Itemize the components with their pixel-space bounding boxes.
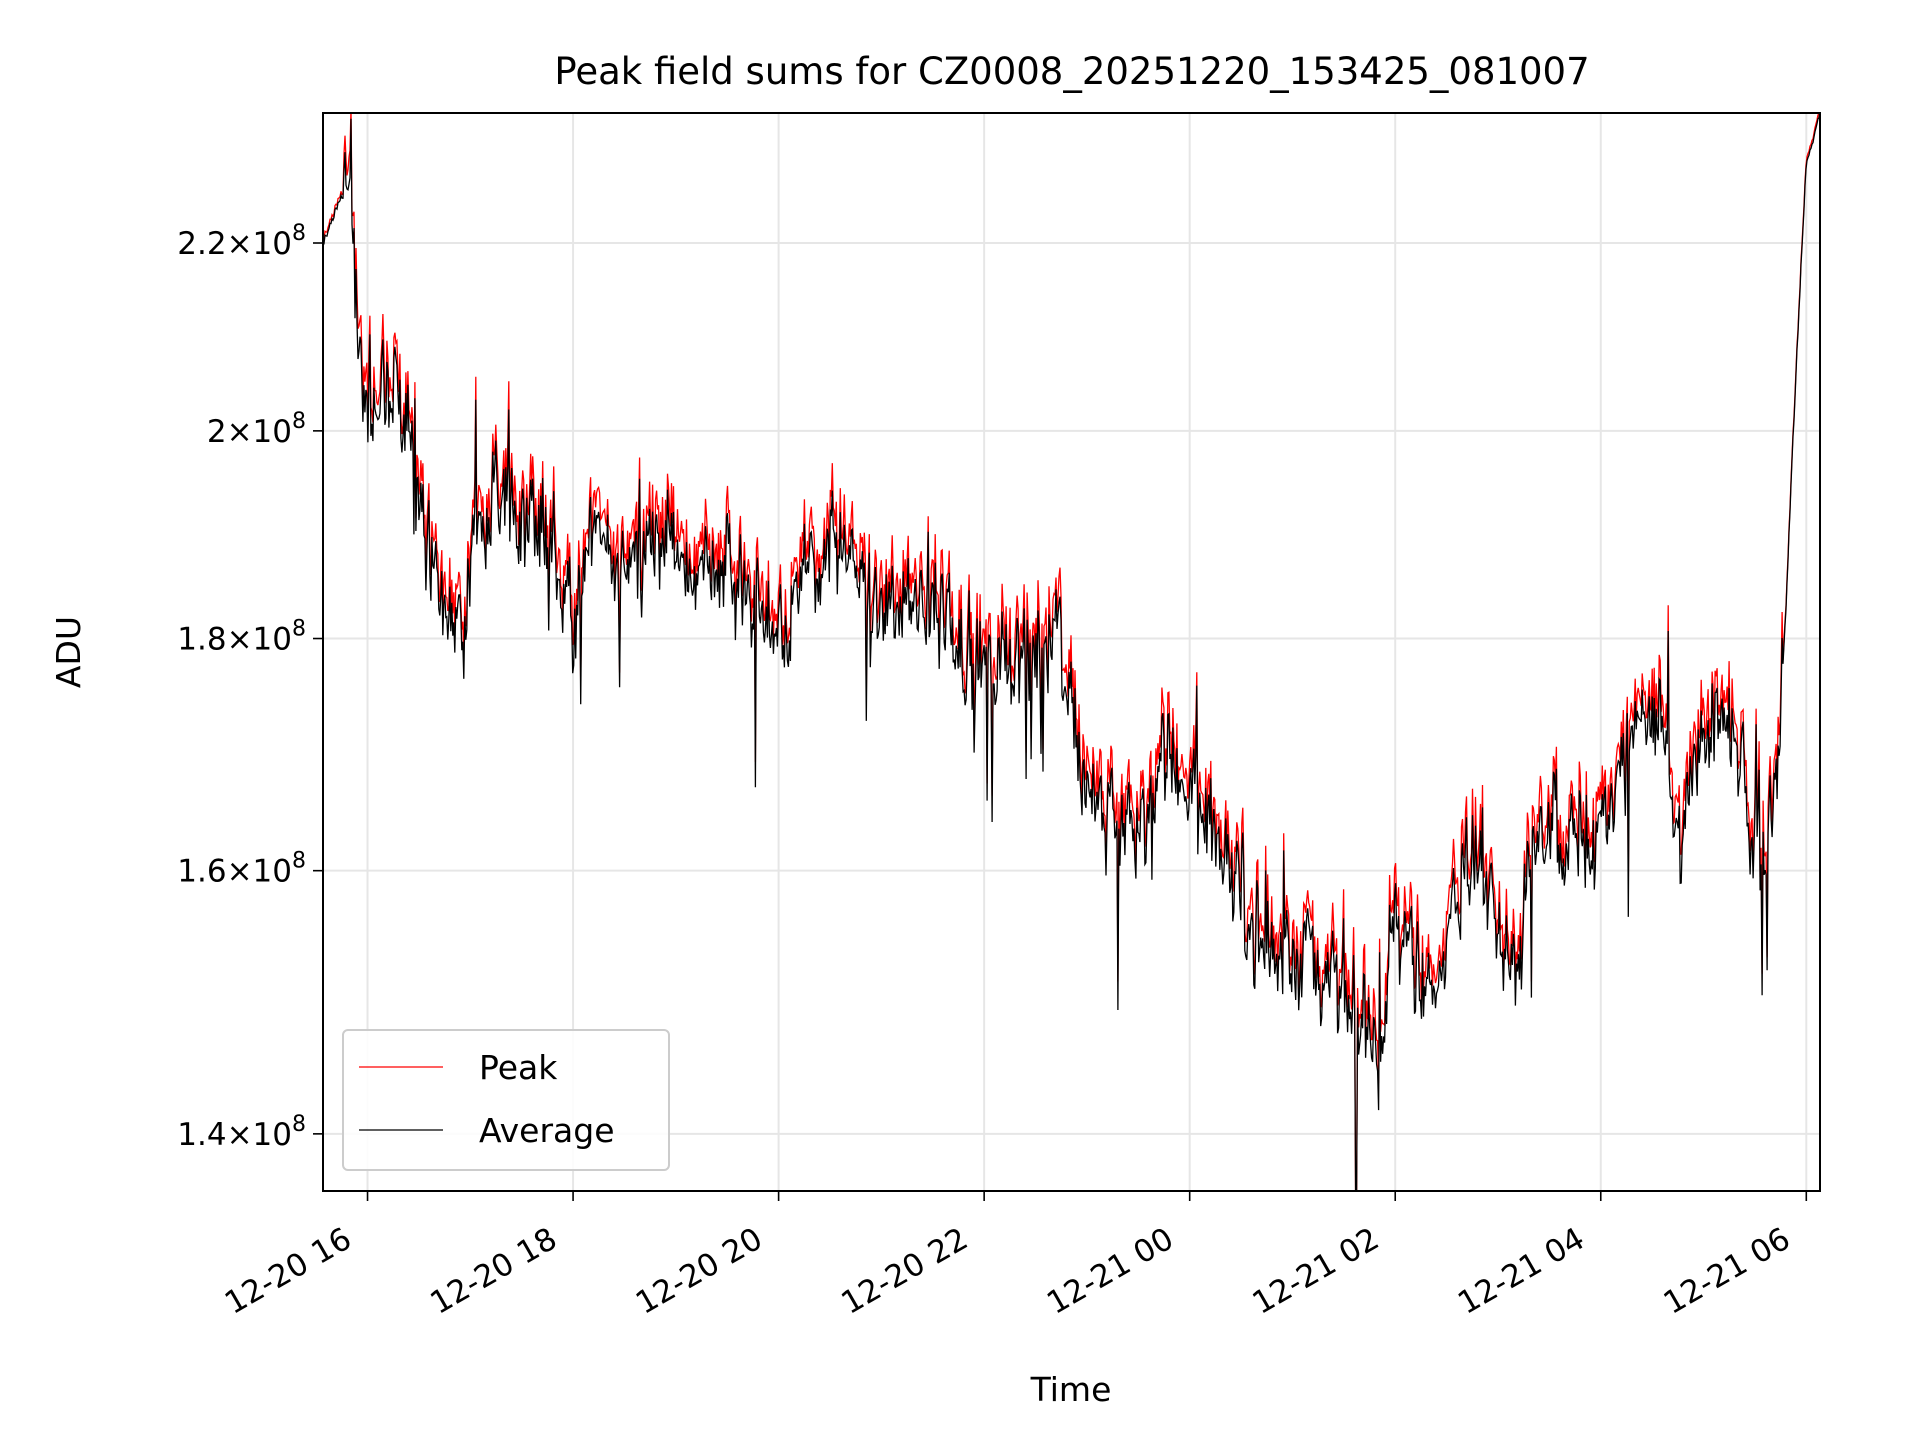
x-tick-label: 12-20 16: [219, 1221, 358, 1322]
x-axis-label: Time: [1030, 1370, 1112, 1409]
y-tick-label: 2.2×108: [177, 221, 306, 262]
chart-title: Peak field sums for CZ0008_20251220_1534…: [554, 50, 1589, 93]
x-tick-label: 12-21 06: [1658, 1221, 1797, 1322]
legend-peak-label: Peak: [479, 1048, 558, 1087]
legend: Peak Average: [342, 1029, 670, 1171]
plot-frame: [322, 112, 1821, 1192]
y-tick-label: 2×108: [207, 409, 306, 450]
x-tick-label: 12-20 20: [630, 1221, 769, 1322]
y-tick-label: 1.4×108: [177, 1112, 306, 1153]
plot-lines: [323, 113, 1820, 1191]
x-tick-label: 12-21 04: [1452, 1221, 1591, 1322]
y-tick-label: 1.8×108: [177, 617, 306, 658]
y-tick-label: 1.6×108: [177, 849, 306, 890]
series-line-average: [323, 113, 1820, 1191]
y-axis-label: ADU: [49, 616, 88, 688]
legend-average-label: Average: [479, 1111, 615, 1150]
x-tick-label: 12-21 02: [1247, 1221, 1386, 1322]
x-tick-label: 12-20 22: [835, 1221, 974, 1322]
legend-box: [342, 1029, 670, 1171]
x-tick-label: 12-20 18: [424, 1221, 563, 1322]
x-tick-label: 12-21 00: [1041, 1221, 1180, 1322]
